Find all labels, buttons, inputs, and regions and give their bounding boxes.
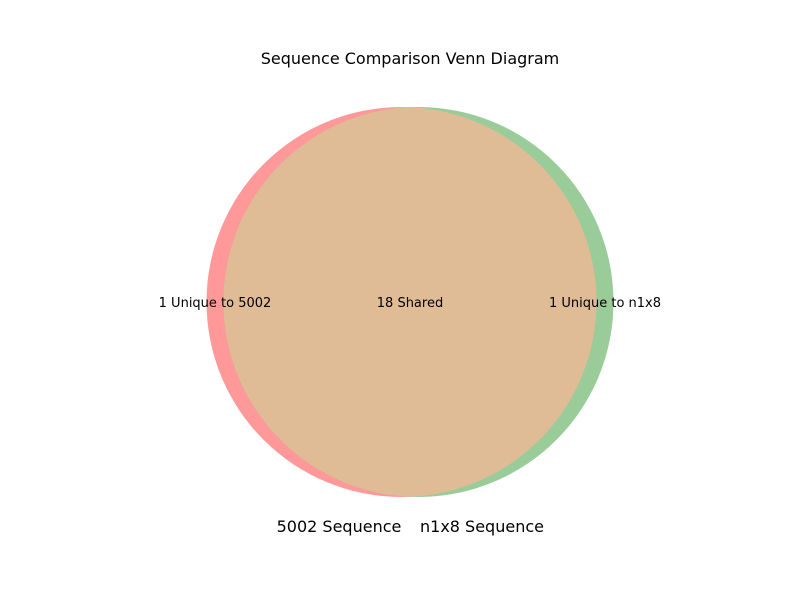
shared-label: 18 Shared — [377, 296, 443, 311]
set-label-n1x8: n1x8 Sequence — [420, 517, 544, 536]
set-label-5002: 5002 Sequence — [277, 517, 402, 536]
intersection-region — [223, 107, 597, 497]
unique-label-n1x8: 1 Unique to n1x8 — [549, 296, 661, 311]
diagram-title: Sequence Comparison Venn Diagram — [261, 49, 560, 68]
unique-label-5002: 1 Unique to 5002 — [159, 296, 272, 311]
